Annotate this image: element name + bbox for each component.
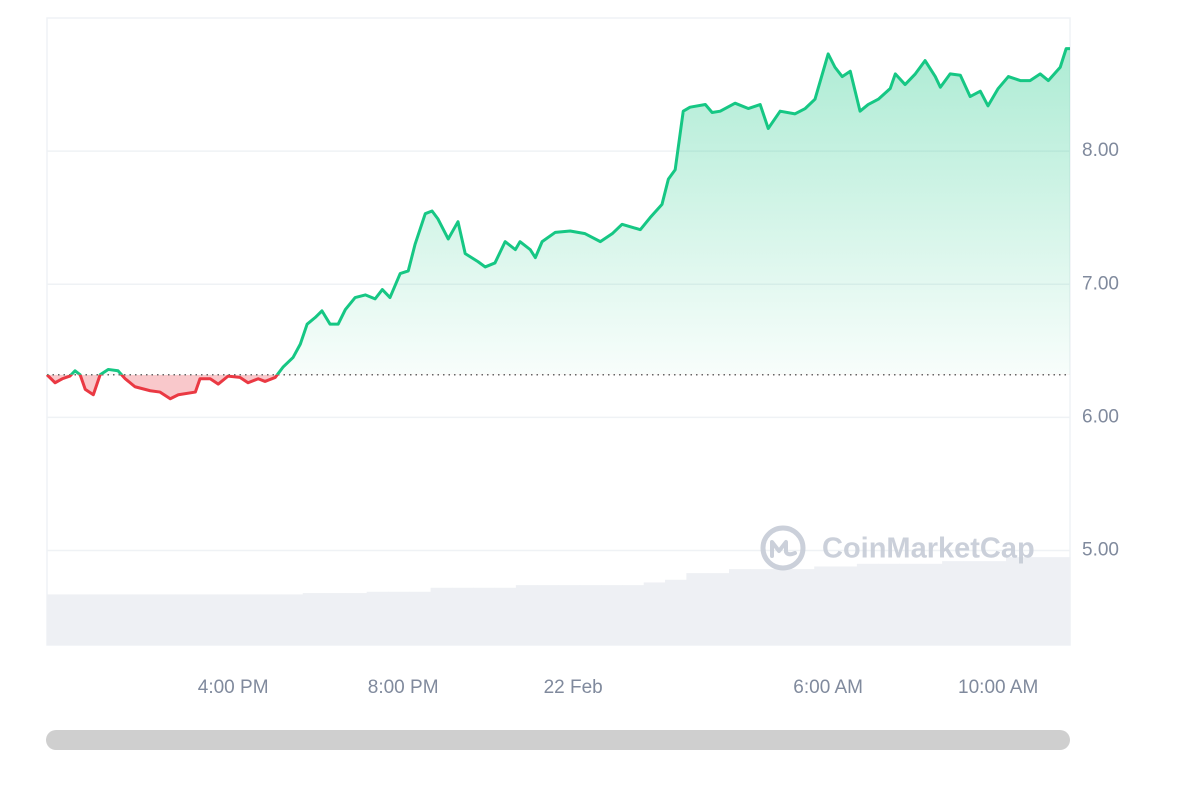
volume-bar [899, 563, 922, 645]
volume-bar [366, 591, 389, 645]
scrollbar[interactable] [46, 730, 1070, 750]
volume-bar [345, 593, 368, 645]
x-tick-label: 6:00 AM [793, 677, 863, 698]
volume-bar [856, 563, 879, 645]
y-tick-label: 6.00 [1082, 406, 1119, 427]
volume-bar [963, 561, 986, 645]
volume-bar [89, 594, 112, 645]
x-tick-label: 22 Feb [544, 677, 603, 698]
volume-bar [515, 585, 538, 645]
area-above [47, 48, 1070, 375]
watermark-text: CoinMarketCap [822, 533, 1035, 565]
y-tick-label: 8.00 [1082, 140, 1119, 161]
volume-bar [878, 563, 900, 645]
volume-bar [196, 594, 218, 645]
volume-bar [68, 594, 91, 645]
volume-bar [920, 563, 943, 645]
volume-bar [281, 594, 304, 645]
x-tick-label: 10:00 AM [958, 677, 1038, 698]
volume-bar [622, 585, 645, 645]
volume-bar [750, 569, 773, 645]
volume-bar [771, 569, 794, 645]
volume-bar [217, 594, 240, 645]
volume-bar [451, 587, 474, 645]
volume-bar [665, 579, 687, 645]
volume-bar [835, 566, 858, 645]
volume-bar [494, 587, 517, 645]
volume-bar [132, 594, 155, 645]
area-below [47, 374, 278, 399]
volume-bar [388, 591, 410, 645]
x-tick-label: 4:00 PM [198, 677, 269, 698]
volume-bar [238, 594, 261, 645]
volume-bar [153, 594, 176, 645]
volume-bar [47, 594, 69, 645]
volume-bar [707, 573, 730, 645]
volume-bar [686, 573, 709, 645]
volume-bar [324, 593, 346, 645]
volume-bar [984, 561, 1007, 645]
volume-bar [110, 594, 133, 645]
volume-bar [473, 587, 496, 645]
volume-bar [729, 569, 751, 645]
price-line-below [45, 374, 280, 401]
volume-bar [1006, 557, 1028, 645]
volume-bar [558, 585, 581, 645]
volume-bar [643, 582, 666, 645]
watermark-logo [760, 525, 806, 571]
volume-bar [942, 561, 964, 645]
y-tick-label: 7.00 [1082, 273, 1119, 294]
watermark-logo-mark [770, 540, 797, 558]
volume-bar [814, 566, 837, 645]
x-tick-label: 8:00 PM [368, 677, 439, 698]
volume-bar [409, 591, 432, 645]
volume-bar [1027, 557, 1050, 645]
volume-bar [792, 569, 815, 645]
volume-bar [601, 585, 623, 645]
volume-bar [260, 594, 282, 645]
volume-bar [1048, 557, 1071, 645]
volume-bar [537, 585, 559, 645]
volume-bar [430, 587, 453, 645]
volume-bar [174, 594, 197, 645]
price-line [46, 47, 1070, 375]
volume-bar [302, 593, 325, 645]
watermark: CoinMarketCap [760, 525, 1035, 571]
volume-bar [579, 585, 602, 645]
y-tick-label: 5.00 [1082, 539, 1119, 560]
